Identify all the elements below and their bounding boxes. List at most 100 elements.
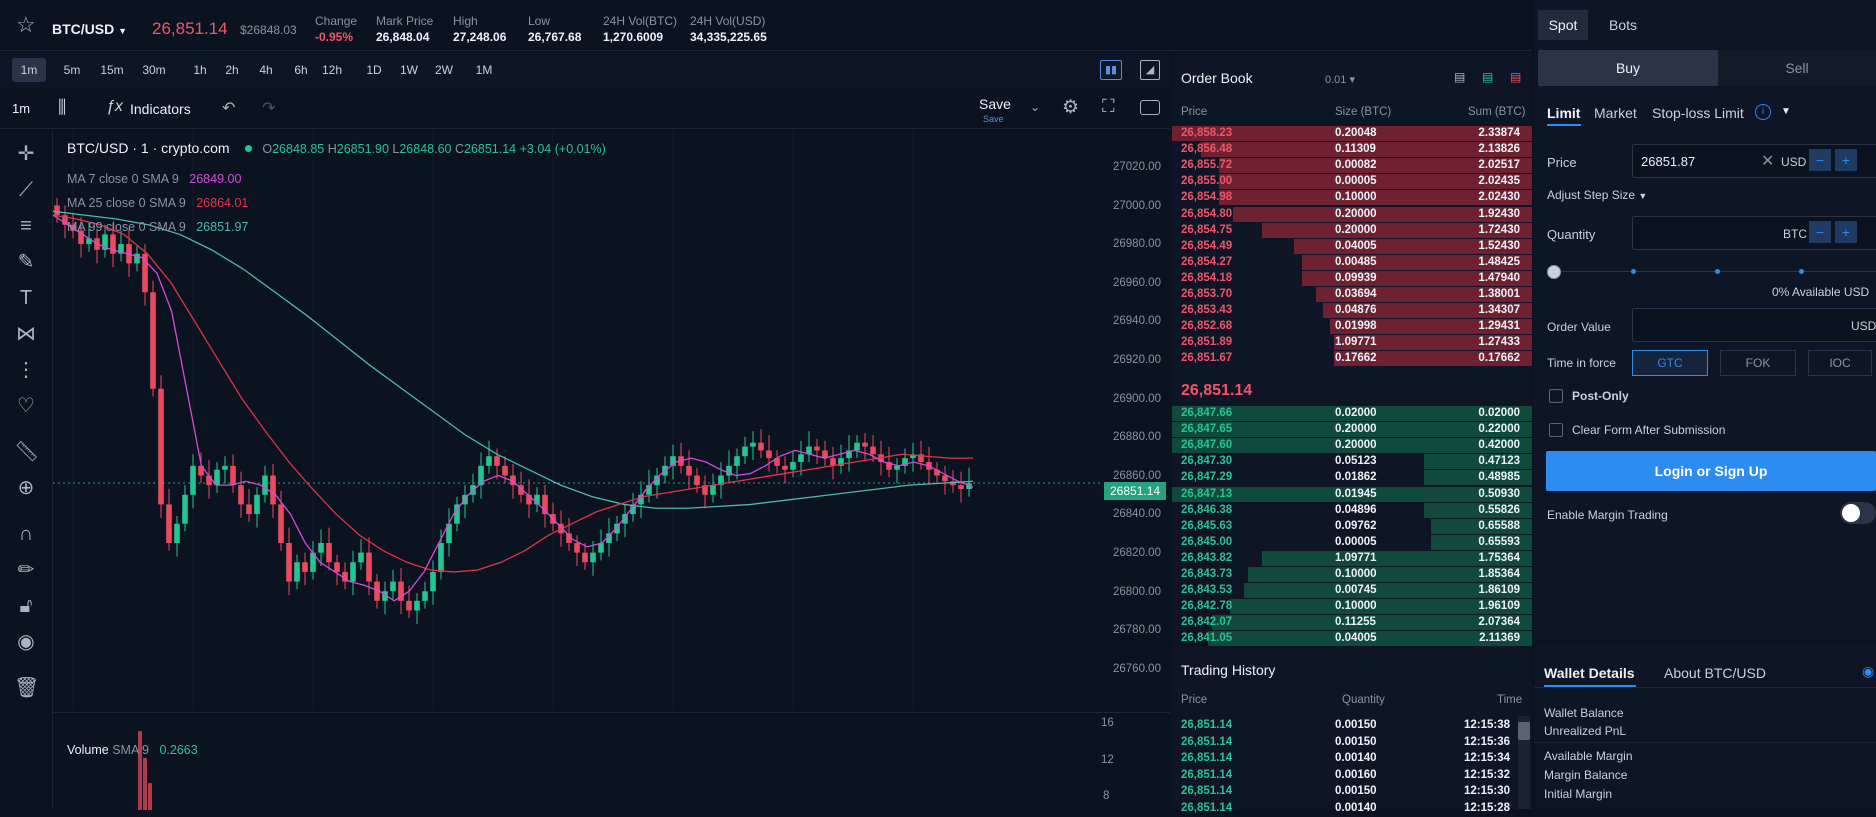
ask-row[interactable]: 26,854.27 0.00485 1.48425 [1172,254,1532,271]
text-tool-icon[interactable]: T [19,287,33,309]
heart-icon[interactable]: ♡ [17,395,35,417]
price-decrement-button[interactable]: − [1809,149,1831,171]
ask-row[interactable]: 26,854.98 0.10000 2.02430 [1172,190,1532,206]
bid-row[interactable]: 26,843.73 0.10000 1.85364 [1172,567,1532,583]
quantity-input[interactable]: BTC − + [1632,216,1876,250]
post-only-checkbox[interactable] [1549,389,1563,403]
ask-row[interactable]: 26,851.89 1.09771 1.27433 [1172,335,1532,351]
pair-selector[interactable]: BTC/USD ▼ [52,21,127,37]
visibility-eye-icon[interactable]: ◉ [1862,663,1875,679]
book-both-icon[interactable]: ▤ [1454,70,1466,84]
pattern-icon[interactable]: ⋈ [16,323,36,345]
brush-icon[interactable]: ✎ [17,251,35,273]
timeframe-6h[interactable]: 6h [294,63,308,77]
tab-bots[interactable]: Bots [1608,17,1637,33]
slider-handle[interactable] [1547,265,1561,279]
ask-row[interactable]: 26,853.70 0.03694 1.38001 [1172,287,1532,303]
type-limit[interactable]: Limit [1547,105,1581,121]
timeframe-1D[interactable]: 1D [366,63,382,77]
type-market[interactable]: Market [1594,105,1637,121]
timeframe-15m[interactable]: 15m [100,63,124,77]
depth-chart-icon[interactable]: ◢ [1140,60,1160,80]
order-type-dropdown-icon[interactable]: ▼ [1781,106,1791,117]
ask-row[interactable]: 26,854.80 0.20000 1.92430 [1172,206,1532,223]
bid-row[interactable]: 26,842.07 0.11255 2.07364 [1172,615,1532,631]
indicators-icon[interactable]: ƒx [106,98,123,115]
slider-tick[interactable] [1799,269,1804,274]
fib-retracement-icon[interactable]: ⋮ [16,359,36,381]
clear-form-checkbox[interactable] [1549,423,1563,437]
qty-decrement-button[interactable]: − [1809,221,1831,243]
ask-row[interactable]: 26,856.48 0.11309 2.13826 [1172,142,1532,158]
tab-spot[interactable]: Spot [1538,10,1588,40]
bid-row[interactable]: 26,843.82 1.09771 1.75364 [1172,550,1532,567]
ask-row[interactable]: 26,855.00 0.00005 2.02435 [1172,174,1532,190]
interval-button[interactable]: 1m [12,101,31,116]
tif-gtc[interactable]: GTC [1632,350,1708,376]
save-button[interactable]: Save [979,96,1011,112]
bid-row[interactable]: 26,847.60 0.20000 0.42000 [1172,438,1532,454]
trendline-icon[interactable]: ⟋ [19,179,33,201]
price-increment-button[interactable]: + [1835,149,1857,171]
lock-icon[interactable]: 🔓︎ [19,595,33,617]
ask-row[interactable]: 26,852.68 0.01998 1.29431 [1172,319,1532,335]
tab-about-pair[interactable]: About BTC/USD [1664,665,1766,681]
ask-row[interactable]: 26,853.43 0.04876 1.34307 [1172,303,1532,319]
timeframe-2h[interactable]: 2h [225,63,239,77]
qty-increment-button[interactable]: + [1835,221,1857,243]
slider-tick[interactable] [1631,269,1636,274]
chart-style-icon[interactable]: ▮▮ [1100,60,1122,80]
save-chevron-icon[interactable]: ⌄ [1030,100,1041,114]
ask-row[interactable]: 26,854.49 0.04005 1.52430 [1172,238,1532,255]
bid-row[interactable]: 26,847.30 0.05123 0.47123 [1172,454,1532,470]
bid-row[interactable]: 26,845.63 0.09762 0.65588 [1172,518,1532,535]
ruler-icon[interactable]: 📏︎ [14,441,40,463]
bid-row[interactable]: 26,842.78 0.10000 1.96109 [1172,599,1532,615]
bid-row[interactable]: 26,845.00 0.00005 0.65593 [1172,534,1532,551]
timeframe-1M[interactable]: 1M [475,63,493,77]
trash-icon[interactable]: 🗑︎ [14,677,40,699]
bid-row[interactable]: 26,847.65 0.20000 0.22000 [1172,422,1532,438]
timeframe-5m[interactable]: 5m [63,63,81,77]
pencil-lock-icon[interactable]: ✏ [17,559,35,581]
bid-row[interactable]: 26,847.66 0.02000 0.02000 [1172,406,1532,422]
indicators-button[interactable]: Indicators [130,101,191,117]
precision-selector[interactable]: 0.01 ▾ [1325,73,1355,86]
adjust-step-size[interactable]: Adjust Step Size ▼ [1547,188,1647,202]
type-stop-loss-limit[interactable]: Stop-loss Limit [1652,105,1744,121]
volume-pane[interactable]: Volume SMA 9 0.2663 16 12 8 [53,712,1170,810]
settings-gear-icon[interactable]: ⚙ [1062,97,1080,118]
chart-svg[interactable] [52,130,1170,710]
timeframe-1W[interactable]: 1W [400,63,418,77]
fullscreen-icon[interactable]: ⛶ [1102,96,1115,116]
tif-fok[interactable]: FOK [1720,350,1796,376]
timeframe-1m[interactable]: 1m [12,58,46,82]
timeframe-12h[interactable]: 12h [321,63,343,77]
bid-row[interactable]: 26,847.29 0.01862 0.48985 [1172,470,1532,486]
quantity-slider[interactable] [1547,262,1876,282]
info-icon[interactable]: i [1755,104,1771,120]
ask-row[interactable]: 26,854.75 0.20000 1.72430 [1172,222,1532,239]
history-scrollbar[interactable] [1518,716,1530,809]
clear-icon[interactable]: ✕ [1761,153,1775,170]
margin-trading-toggle[interactable] [1840,502,1876,524]
slider-tick[interactable] [1715,269,1720,274]
zoom-in-icon[interactable]: ⊕ [17,477,35,499]
ask-row[interactable]: 26,855.72 0.00082 2.02517 [1172,158,1532,174]
login-signup-button[interactable]: Login or Sign Up [1546,451,1876,491]
ask-row[interactable]: 26,851.67 0.17662 0.17662 [1172,351,1532,367]
horizontal-lines-icon[interactable]: ≡ [20,215,32,237]
ask-row[interactable]: 26,858.23 0.20048 2.33874 [1172,126,1532,142]
bid-row[interactable]: 26,847.13 0.01945 0.50930 [1172,486,1532,503]
crosshair-icon[interactable]: ✛ [17,143,35,165]
bid-row[interactable]: 26,841.05 0.04005 2.11369 [1172,631,1532,647]
order-value-input[interactable]: USD [1632,308,1876,342]
price-input[interactable]: 26851.87 ✕ USD − + [1632,144,1876,178]
price-chart[interactable]: BTC/USD · 1 · crypto.com O26848.85 H2685… [52,130,1170,710]
book-asks-icon[interactable]: ▤ [1510,70,1522,84]
bid-row[interactable]: 26,846.38 0.04896 0.55826 [1172,502,1532,519]
timeframe-30m[interactable]: 30m [142,63,166,77]
tab-wallet-details[interactable]: Wallet Details [1544,665,1635,681]
timeframe-1h[interactable]: 1h [193,63,207,77]
favorite-star-icon[interactable]: ☆ [16,12,36,37]
